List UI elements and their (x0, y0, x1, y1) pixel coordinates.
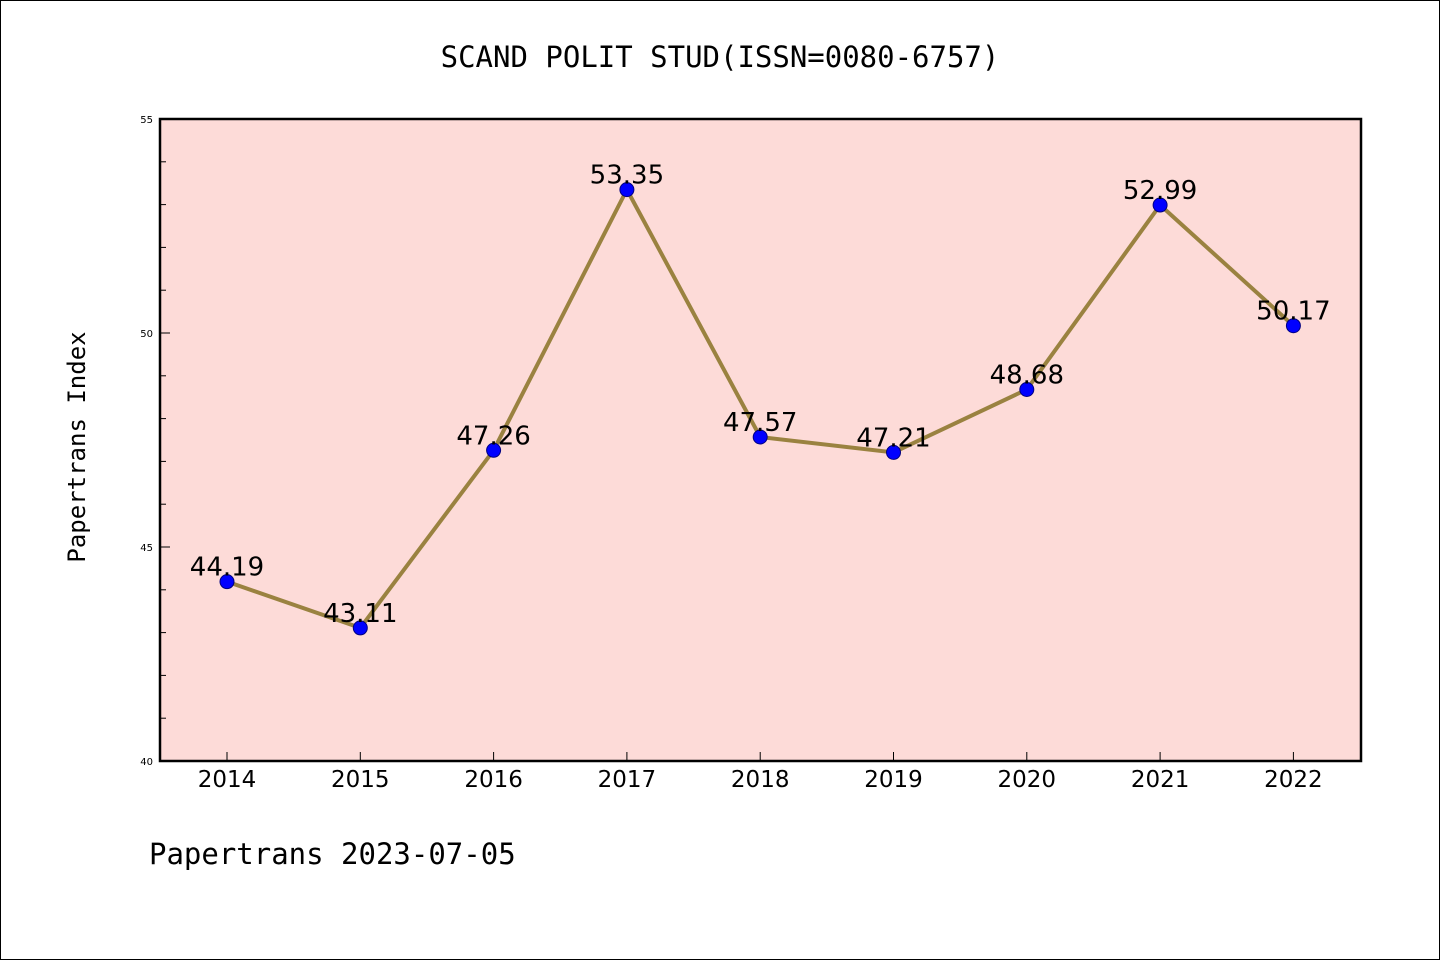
x-axis: 2014 2015 2016 2017 2018 2019 2020 2021 2022 (198, 752, 1323, 793)
x-tick-label: 2022 (1264, 767, 1323, 793)
chart-title: SCAND POLIT STUD(ISSN=0080-6757) (441, 40, 1000, 74)
data-point (486, 442, 502, 458)
y-tick-label: 45 (140, 543, 153, 554)
data-point (219, 574, 235, 590)
data-point (1285, 318, 1301, 334)
x-tick-label: 2017 (598, 767, 657, 793)
x-tick-label: 2020 (998, 767, 1057, 793)
series (219, 182, 1301, 636)
data-label: 48.68 (990, 360, 1064, 390)
data-label: 50.17 (1256, 297, 1330, 327)
data-point (752, 429, 768, 445)
x-tick-label: 2021 (1131, 767, 1190, 793)
footer-date: Papertrans 2023-07-05 (149, 837, 516, 871)
x-tick-label: 2014 (198, 767, 257, 793)
data-point (886, 444, 901, 460)
y-tick-label: 50 (140, 329, 153, 340)
x-tick-label: 2015 (331, 767, 390, 793)
x-tick-label: 2018 (731, 767, 790, 793)
data-point (1152, 197, 1168, 213)
data-label: 47.57 (723, 408, 797, 438)
x-tick-label: 2019 (864, 767, 923, 793)
x-tick-label: 2016 (464, 767, 523, 793)
data-label: 53.35 (590, 161, 664, 191)
data-label: 47.21 (856, 423, 930, 453)
data-point (352, 620, 368, 636)
data-point (619, 182, 635, 198)
plot-frame (158, 117, 1363, 763)
data-label: 52.99 (1123, 176, 1197, 206)
data-labels: 44.19 43.11 47.26 53.35 47.57 47.21 48.68 52.99… (190, 161, 1331, 629)
data-label: 43.11 (323, 599, 397, 629)
data-point (1019, 381, 1035, 397)
y-tick-label: 40 (140, 757, 153, 768)
y-axis-label: Papertrans Index (63, 331, 91, 562)
y-tick-label: 55 (140, 115, 153, 126)
data-label: 47.26 (456, 421, 530, 451)
data-label: 44.19 (190, 553, 264, 583)
